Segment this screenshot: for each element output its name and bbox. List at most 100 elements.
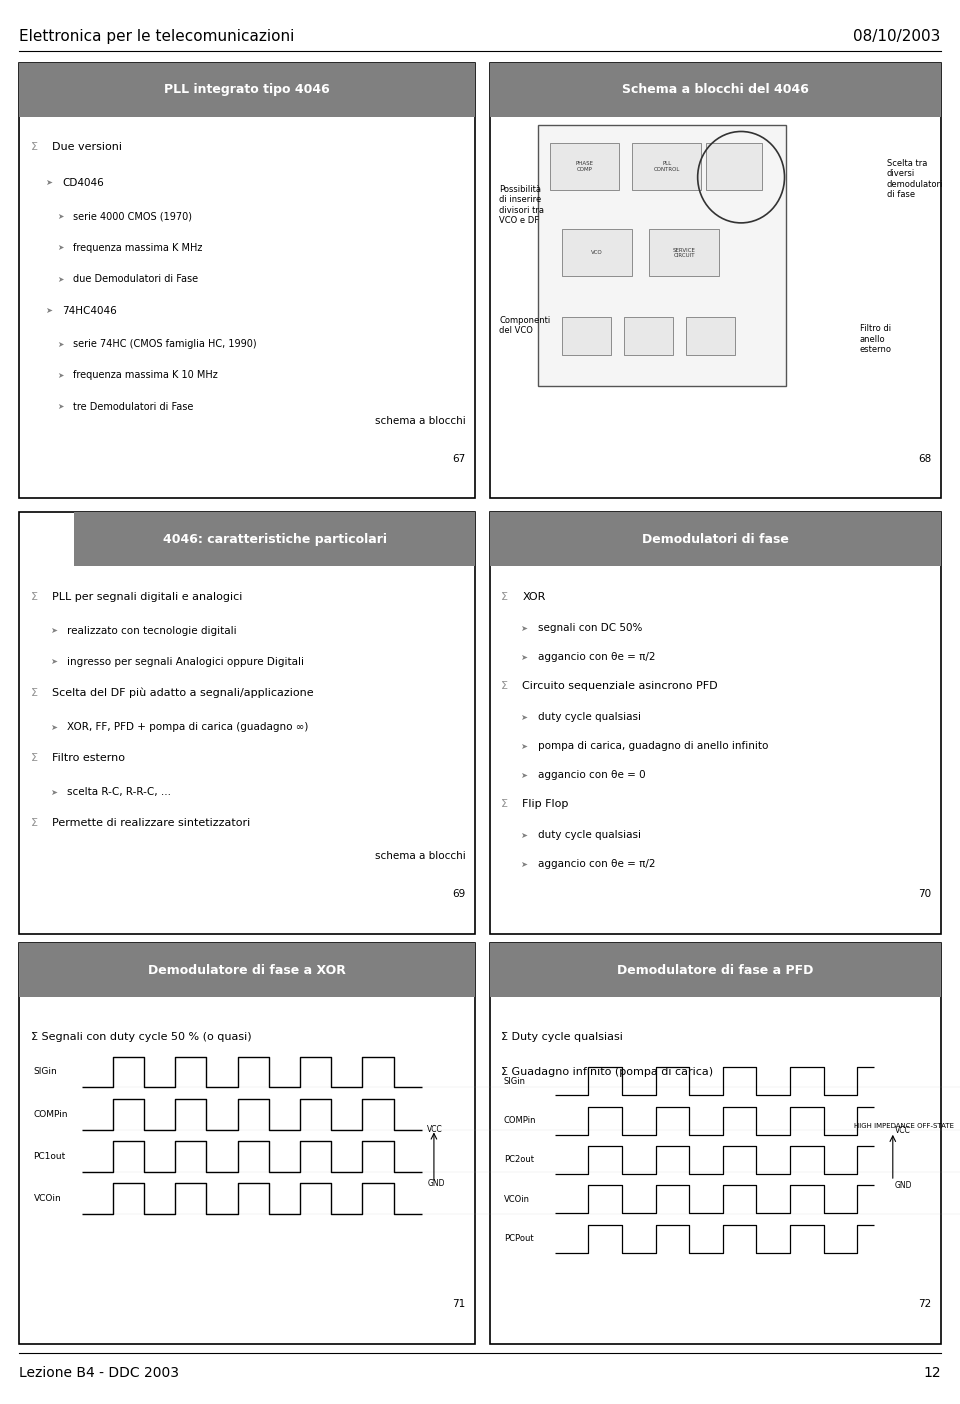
Text: Demodulatore di fase a XOR: Demodulatore di fase a XOR bbox=[148, 963, 347, 977]
Text: PC1out: PC1out bbox=[34, 1151, 66, 1161]
Text: ➤: ➤ bbox=[45, 178, 52, 187]
Text: ➤: ➤ bbox=[520, 623, 527, 633]
FancyBboxPatch shape bbox=[538, 125, 785, 386]
Text: PLL
CONTROL: PLL CONTROL bbox=[654, 161, 680, 173]
Text: 4046: caratteristiche particolari: 4046: caratteristiche particolari bbox=[162, 532, 387, 546]
Text: ingresso per segnali Analogici oppure Digitali: ingresso per segnali Analogici oppure Di… bbox=[67, 657, 304, 667]
Text: 69: 69 bbox=[452, 889, 466, 900]
FancyBboxPatch shape bbox=[19, 512, 475, 934]
Text: Due versioni: Due versioni bbox=[52, 142, 122, 153]
Text: Σ: Σ bbox=[501, 681, 508, 691]
FancyBboxPatch shape bbox=[550, 143, 619, 191]
FancyBboxPatch shape bbox=[649, 229, 719, 277]
Text: Demodulatori di fase: Demodulatori di fase bbox=[642, 532, 788, 546]
Text: Σ Segnali con duty cycle 50 % (o quasi): Σ Segnali con duty cycle 50 % (o quasi) bbox=[31, 1032, 252, 1042]
Text: due Demodulatori di Fase: due Demodulatori di Fase bbox=[73, 274, 198, 284]
Text: Σ: Σ bbox=[501, 591, 508, 602]
Text: aggancio con θe = π/2: aggancio con θe = π/2 bbox=[538, 859, 655, 869]
Text: aggancio con θe = 0: aggancio con θe = 0 bbox=[538, 769, 645, 781]
Text: ➤: ➤ bbox=[50, 657, 57, 667]
Text: VCC: VCC bbox=[427, 1125, 443, 1134]
Text: Possibilità
di inserire
divisori tra
VCO e DF: Possibilità di inserire divisori tra VCO… bbox=[499, 185, 544, 225]
Text: PCPout: PCPout bbox=[504, 1234, 534, 1243]
Text: schema a blocchi: schema a blocchi bbox=[374, 851, 466, 862]
FancyBboxPatch shape bbox=[490, 943, 941, 997]
Text: ➤: ➤ bbox=[58, 403, 64, 411]
Text: ➤: ➤ bbox=[50, 626, 57, 636]
Text: serie 4000 CMOS (1970): serie 4000 CMOS (1970) bbox=[73, 211, 192, 222]
Text: Flip Flop: Flip Flop bbox=[522, 799, 568, 809]
Text: Permette di realizzare sintetizzatori: Permette di realizzare sintetizzatori bbox=[52, 819, 251, 828]
FancyBboxPatch shape bbox=[19, 943, 475, 1344]
Text: PLL integrato tipo 4046: PLL integrato tipo 4046 bbox=[164, 83, 330, 97]
FancyBboxPatch shape bbox=[490, 512, 941, 566]
Text: Lezione B4 - DDC 2003: Lezione B4 - DDC 2003 bbox=[19, 1366, 180, 1380]
FancyBboxPatch shape bbox=[490, 63, 941, 117]
Text: ➤: ➤ bbox=[520, 771, 527, 779]
Text: COMPin: COMPin bbox=[504, 1116, 537, 1125]
FancyBboxPatch shape bbox=[490, 63, 941, 498]
Text: ➤: ➤ bbox=[58, 212, 64, 220]
Text: Σ: Σ bbox=[501, 799, 508, 809]
Text: ➤: ➤ bbox=[58, 243, 64, 253]
Text: Σ: Σ bbox=[31, 819, 37, 828]
Text: VCOin: VCOin bbox=[34, 1193, 61, 1203]
Text: ➤: ➤ bbox=[520, 831, 527, 840]
Text: 74HC4046: 74HC4046 bbox=[62, 306, 117, 316]
Text: ➤: ➤ bbox=[520, 741, 527, 751]
Text: Σ: Σ bbox=[31, 591, 37, 602]
Text: frequenza massima K MHz: frequenza massima K MHz bbox=[73, 243, 203, 253]
Text: realizzato con tecnologie digitali: realizzato con tecnologie digitali bbox=[67, 626, 237, 636]
FancyBboxPatch shape bbox=[624, 317, 673, 355]
FancyBboxPatch shape bbox=[74, 512, 475, 566]
Text: Scelta del DF più adatto a segnali/applicazione: Scelta del DF più adatto a segnali/appli… bbox=[52, 688, 314, 698]
Text: ➤: ➤ bbox=[520, 653, 527, 661]
Text: Σ: Σ bbox=[31, 753, 37, 764]
Text: Σ: Σ bbox=[31, 142, 37, 153]
Text: Elettronica per le telecomunicazioni: Elettronica per le telecomunicazioni bbox=[19, 29, 295, 44]
Text: SIGin: SIGin bbox=[34, 1067, 58, 1077]
Text: 67: 67 bbox=[452, 453, 466, 465]
Text: PLL per segnali digitali e analogici: PLL per segnali digitali e analogici bbox=[52, 591, 242, 602]
Text: ➤: ➤ bbox=[520, 859, 527, 869]
FancyBboxPatch shape bbox=[563, 317, 612, 355]
Text: Demodulatore di fase a PFD: Demodulatore di fase a PFD bbox=[617, 963, 813, 977]
Text: XOR: XOR bbox=[522, 591, 545, 602]
Text: segnali con DC 50%: segnali con DC 50% bbox=[538, 623, 642, 633]
Text: Circuito sequenziale asincrono PFD: Circuito sequenziale asincrono PFD bbox=[522, 681, 718, 691]
Text: serie 74HC (CMOS famiglia HC, 1990): serie 74HC (CMOS famiglia HC, 1990) bbox=[73, 338, 256, 350]
Text: Componenti
del VCO: Componenti del VCO bbox=[499, 316, 550, 336]
Text: frequenza massima K 10 MHz: frequenza massima K 10 MHz bbox=[73, 371, 218, 380]
Text: VCC: VCC bbox=[895, 1126, 910, 1134]
Text: VCOin: VCOin bbox=[504, 1195, 530, 1203]
FancyBboxPatch shape bbox=[563, 229, 632, 277]
Text: ➤: ➤ bbox=[50, 723, 57, 731]
Text: PC2out: PC2out bbox=[504, 1155, 534, 1164]
Text: ➤: ➤ bbox=[520, 713, 527, 722]
Text: duty cycle qualsiasi: duty cycle qualsiasi bbox=[538, 712, 640, 723]
Text: GND: GND bbox=[895, 1181, 912, 1191]
Text: Σ Guadagno infinito (pompa di carica): Σ Guadagno infinito (pompa di carica) bbox=[501, 1067, 713, 1077]
FancyBboxPatch shape bbox=[19, 63, 475, 117]
Text: pompa di carica, guadagno di anello infinito: pompa di carica, guadagno di anello infi… bbox=[538, 741, 768, 751]
Text: 12: 12 bbox=[924, 1366, 941, 1380]
Text: HIGH IMPEDANCE OFF-STATE: HIGH IMPEDANCE OFF-STATE bbox=[854, 1123, 954, 1129]
Text: schema a blocchi: schema a blocchi bbox=[374, 416, 466, 427]
Text: ➤: ➤ bbox=[58, 275, 64, 284]
Text: CD4046: CD4046 bbox=[62, 178, 104, 188]
Text: SIGin: SIGin bbox=[504, 1077, 526, 1085]
Text: duty cycle qualsiasi: duty cycle qualsiasi bbox=[538, 830, 640, 841]
Text: ➤: ➤ bbox=[58, 340, 64, 348]
Text: PHASE
COMP: PHASE COMP bbox=[576, 161, 593, 173]
Text: 08/10/2003: 08/10/2003 bbox=[853, 29, 941, 44]
Text: 71: 71 bbox=[452, 1299, 466, 1310]
Text: 68: 68 bbox=[918, 453, 931, 465]
FancyBboxPatch shape bbox=[19, 943, 475, 997]
FancyBboxPatch shape bbox=[707, 143, 762, 191]
Text: SERVICE
CIRCUIT: SERVICE CIRCUIT bbox=[673, 247, 695, 258]
Text: 70: 70 bbox=[918, 889, 931, 900]
FancyBboxPatch shape bbox=[632, 143, 702, 191]
FancyBboxPatch shape bbox=[490, 512, 941, 934]
Text: Filtro esterno: Filtro esterno bbox=[52, 753, 125, 764]
Text: COMPin: COMPin bbox=[34, 1109, 68, 1119]
